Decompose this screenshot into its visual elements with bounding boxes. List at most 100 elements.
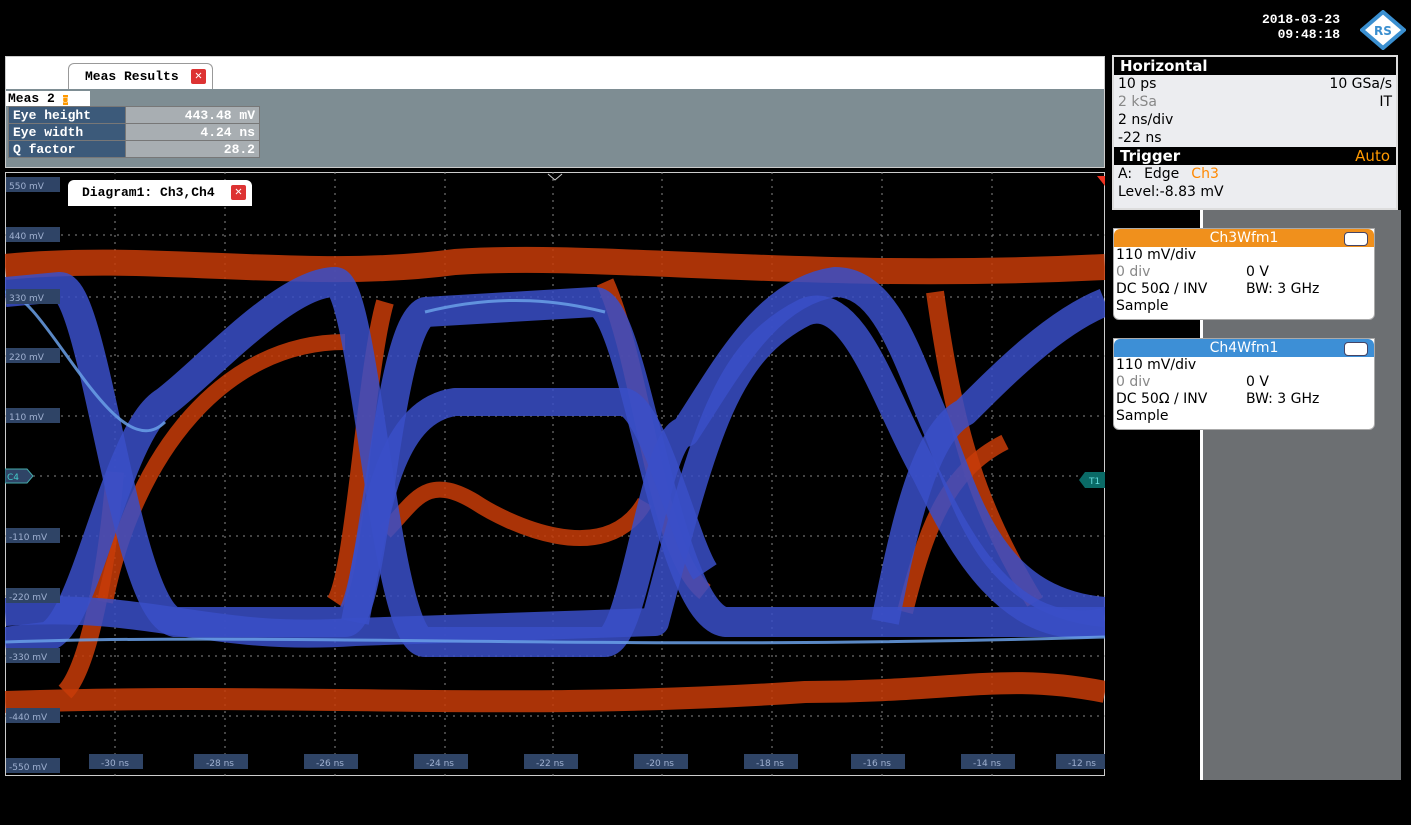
label-bg xyxy=(744,754,798,769)
axis-label: -220 mV xyxy=(6,588,60,603)
axis-label: 440 mV xyxy=(6,227,60,242)
info-row: 10 ps 10 GSa/s xyxy=(1114,75,1396,93)
trigger-pos xyxy=(1097,176,1105,186)
text: -22 ns xyxy=(1118,130,1162,146)
channel-position: 0 V xyxy=(1246,264,1269,280)
axis-label: -30 ns xyxy=(89,754,143,769)
channel-acquisition: Sample xyxy=(1116,298,1169,314)
close[interactable]: ✕ xyxy=(191,69,206,84)
info-row: 0 div 0 V xyxy=(1114,374,1374,391)
label-text: 220 mV xyxy=(9,353,45,363)
text: Ch3 xyxy=(1191,166,1219,182)
label-text: -22 ns xyxy=(536,759,564,769)
horizontal-title: Horizontal xyxy=(1114,57,1396,75)
label-bg xyxy=(851,754,905,769)
label-bg xyxy=(6,227,60,242)
axis-label: -22 ns xyxy=(524,754,578,769)
channel-name: Ch4Wfm1 xyxy=(1209,340,1279,356)
axis-label: -440 mV xyxy=(6,708,60,723)
channel-box: Ch3Wfm1 110 mV/div 0 div 0 V DC 50Ω / INV BW:… xyxy=(1113,228,1375,320)
axis-label: -12 ns xyxy=(1056,754,1105,769)
channel-name: Ch3Wfm1 xyxy=(1209,230,1279,246)
trigger-marker xyxy=(1079,472,1105,488)
waveform xyxy=(5,295,1105,648)
close[interactable]: ✕ xyxy=(231,185,246,200)
channel-offset: 0 div xyxy=(1116,374,1151,390)
info-row: A: Edge Ch3 xyxy=(1114,165,1396,183)
channel-bandwidth: BW: 3 GHz xyxy=(1246,391,1320,407)
channel-coupling: DC 50Ω / INV xyxy=(1116,281,1208,297)
diagram-tab[interactable]: Diagram1: Ch3,Ch4 ✕ xyxy=(68,180,252,206)
waveform xyxy=(5,246,1105,285)
date: 2018-03-23 xyxy=(1262,12,1341,27)
clock: 2018-03-23 09:48:18 xyxy=(1262,12,1340,42)
label-text: -18 ns xyxy=(756,759,784,769)
info-row: Sample xyxy=(1114,408,1374,425)
axis-label: -16 ns xyxy=(851,754,905,769)
label-text: -24 ns xyxy=(426,759,454,769)
text: 2 ns/div xyxy=(1118,112,1174,128)
meas-tab[interactable]: Meas Results ✕ xyxy=(68,63,213,89)
meas-value: 4.24 ns xyxy=(125,123,260,141)
label-bg xyxy=(524,754,578,769)
label-bg xyxy=(6,177,60,192)
label-text: -28 ns xyxy=(206,759,234,769)
text: Auto xyxy=(1355,147,1390,165)
label-text: -16 ns xyxy=(863,759,891,769)
axis-label: 330 mV xyxy=(6,289,60,304)
meas-panel: Meas Results ✕ Meas 2 ▢ Eye height 443.48 … xyxy=(5,56,1105,168)
label-bg xyxy=(6,758,60,773)
marker-text: C4 xyxy=(7,473,19,483)
label-bg xyxy=(89,754,143,769)
label-bg xyxy=(634,754,688,769)
channel-acquisition: Sample xyxy=(1116,408,1169,424)
label-text: 110 mV xyxy=(9,413,45,423)
meas-group: Meas 2 ▢ xyxy=(6,91,90,106)
text: 10 ps xyxy=(1118,76,1157,92)
info-row: DC 50Ω / INV BW: 3 GHz xyxy=(1114,281,1374,298)
text: Level:-8.83 mV xyxy=(1118,184,1224,200)
meas-name: Eye width xyxy=(8,123,126,141)
label-text: -110 mV xyxy=(9,533,48,543)
label-bg xyxy=(6,348,60,363)
meas-name: Eye height xyxy=(8,106,126,124)
minimize[interactable] xyxy=(1344,342,1368,356)
svg-text:RS: RS xyxy=(1374,24,1392,38)
tab-label: Diagram1: Ch3,Ch4 xyxy=(82,185,215,200)
minimize[interactable] xyxy=(1344,232,1368,246)
label-text: -220 mV xyxy=(9,593,48,603)
axis-label: -20 ns xyxy=(634,754,688,769)
info-row: 110 mV/div xyxy=(1114,247,1374,264)
logo: RS xyxy=(1360,10,1406,50)
label-bg xyxy=(6,408,60,423)
info-row: 2 kSa IT xyxy=(1114,93,1396,111)
text: Trigger xyxy=(1120,147,1181,165)
channel-position: 0 V xyxy=(1246,374,1269,390)
text: Edge xyxy=(1144,166,1180,182)
tab-label: Meas Results xyxy=(85,69,179,84)
text: IT xyxy=(1379,94,1392,110)
label-text: 440 mV xyxy=(9,232,45,242)
label-bg xyxy=(194,754,248,769)
axis-label: -110 mV xyxy=(6,528,60,543)
meas-row: Eye height 443.48 mV xyxy=(8,106,260,124)
axis-label: -14 ns xyxy=(961,754,1015,769)
label-text: -330 mV xyxy=(9,653,48,663)
text: A: xyxy=(1118,166,1133,182)
axis-label: 110 mV xyxy=(6,408,60,423)
info-row: 2 ns/div xyxy=(1114,111,1396,129)
channel-coupling: DC 50Ω / INV xyxy=(1116,391,1208,407)
label-bg xyxy=(414,754,468,769)
meas-row: Eye width 4.24 ns xyxy=(8,123,260,141)
meas-row: Q factor 28.2 xyxy=(8,140,260,158)
label-text: 550 mV xyxy=(9,182,45,192)
label-text: -30 ns xyxy=(101,759,129,769)
time: 09:48:18 xyxy=(1277,27,1341,42)
text: 10 GSa/s xyxy=(1329,76,1392,92)
axis-label: 550 mV xyxy=(6,177,60,192)
axis-label: -26 ns xyxy=(304,754,358,769)
info-row: -22 ns xyxy=(1114,129,1396,147)
waveform xyxy=(5,267,1105,657)
label-bg xyxy=(6,588,60,603)
label-text: -26 ns xyxy=(316,759,344,769)
